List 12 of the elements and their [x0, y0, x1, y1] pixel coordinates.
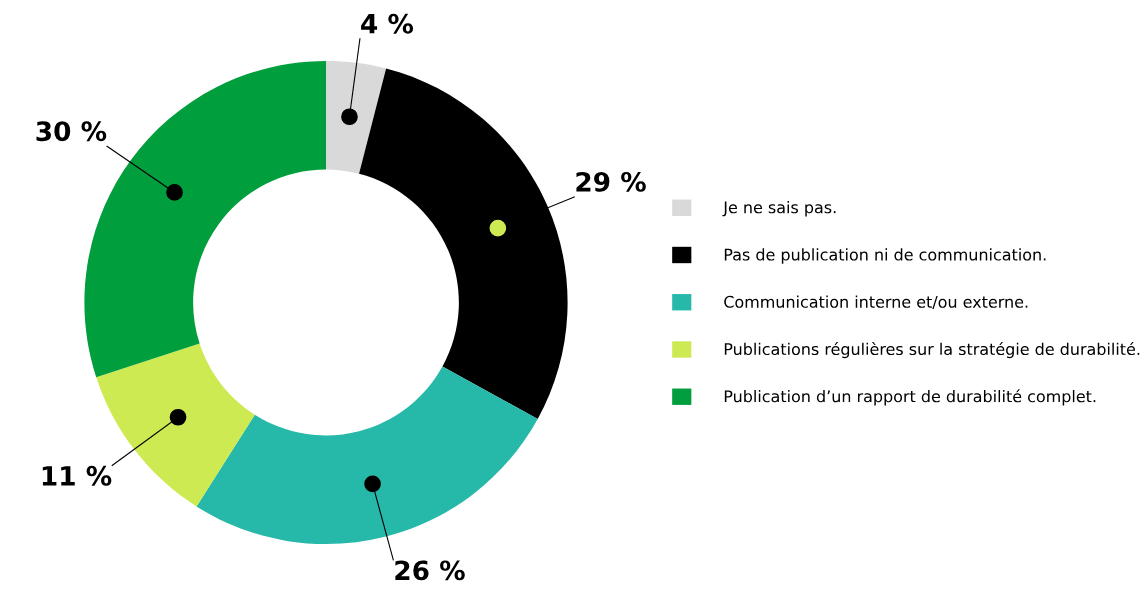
data-label: 4 % — [361, 13, 414, 34]
donut-slice — [196, 366, 538, 545]
data-label: 11 % — [42, 465, 112, 486]
legend-label: Publication d’un rapport de durabilité complet. — [724, 389, 1096, 406]
legend-label: Publications régulières sur la stratégie de durabilité. — [724, 342, 1140, 359]
data-label: 29 % — [576, 171, 646, 192]
legend-label: Pas de publication ni de communication. — [724, 248, 1046, 264]
data-label: 26 % — [395, 560, 465, 581]
data-label: 30 % — [36, 121, 107, 142]
legend-label: Je ne sais pas. — [722, 201, 836, 217]
donut-slice — [326, 60, 387, 174]
legend-label: Communication interne et/ou externe. — [724, 295, 1028, 310]
